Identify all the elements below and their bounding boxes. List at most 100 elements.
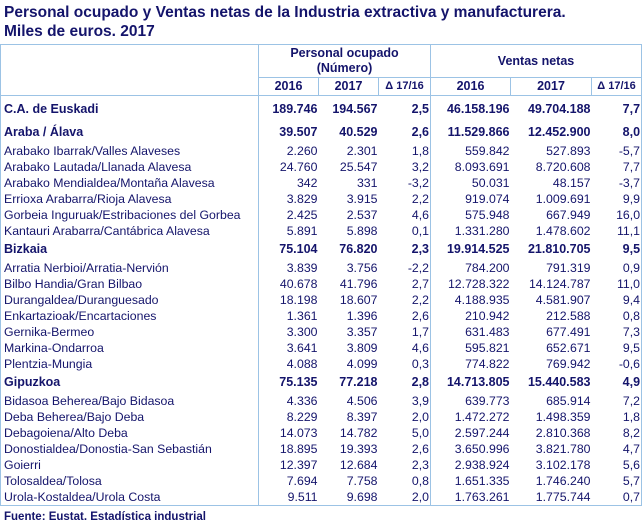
cell-p2016: 12.397 [279,458,318,472]
row-label: Gipuzkoa [0,372,259,393]
table-row: Markina-Ondarroa 3.641 3.809 4,6 595.821 652.… [0,340,642,356]
cell-vd: 7,3 [622,325,641,339]
table-row: Arabako Mendialdea/Montaña Alavesa 342 331… [0,175,642,191]
table-row: Donostialdea/Donostia-San Sebastián 18.89… [0,441,642,457]
group-row: Bizkaia 75.104 76.820 2,3 19.914.525 21.810.7… [0,239,642,260]
title-line-1: Personal ocupado y Ventas netas de la In… [4,4,566,21]
table-row: Bilbo Handia/Gran Bilbao 40.678 41.796 2,7 1… [0,276,642,292]
cell-vd: 7,2 [622,394,641,408]
cell-vd: -3,7 [618,176,641,190]
cell-p2017: 1.396 [346,309,378,323]
row-label: Bilbo Handia/Gran Bilbao [0,276,259,292]
header-personal-label: Personal ocupado [290,46,399,60]
cell-v2016: 1.763.261 [454,490,510,504]
cell-v2017: 2.810.368 [535,426,591,440]
cell-p2017: 25.547 [339,160,378,174]
row-label: Plentzia-Mungia [0,356,259,372]
header-v2016: 2016 [430,77,512,96]
cell-vd: 8,2 [622,426,641,440]
row-label: C.A. de Euskadi [0,95,259,122]
row-label: Bizkaia [0,239,259,260]
cell-p2017: 77.218 [339,375,378,389]
cell-p2017: 3.809 [346,341,378,355]
cell-p2016: 189.746 [272,102,318,116]
cell-v2017: 1.746.240 [535,474,591,488]
table-row: Gorbeia Inguruak/Estribaciones del Gorbe… [0,207,642,223]
row-label: Arratia Nerbioi/Arratia-Nervión [0,260,259,276]
cell-p2016: 40.678 [279,277,318,291]
cell-p2017: 194.567 [332,102,378,116]
table-row: Tolosaldea/Tolosa 7.694 7.758 0,8 1.651.335 1… [0,473,642,489]
cell-p2016: 5.891 [286,224,318,238]
table-row: Goierri 12.397 12.684 2,3 2.938.924 3.102.178… [0,457,642,473]
table-row: Errioxa Arabarra/Rioja Alavesa 3.829 3.915… [0,191,642,207]
cell-vd: 7,7 [622,102,641,116]
title-line-2: Miles de euros. 2017 [4,23,155,40]
cell-p2016: 75.104 [279,242,318,256]
cell-p2017: 40.529 [339,125,378,139]
cell-pd: -3,2 [378,175,432,191]
cell-v2017: 3.102.178 [535,458,591,472]
header-personal-unit: (Número) [316,61,373,75]
cell-p2016: 39.507 [279,125,318,139]
cell-v2017: 1.478.602 [535,224,591,238]
cell-v2016: 210.942 [465,309,510,323]
cell-pd: 2,6 [378,441,432,457]
cell-vd: 7,7 [622,160,641,174]
row-label: Kantauri Arabarra/Cantábrica Alavesa [0,223,259,239]
group-row: Araba / Álava 39.507 40.529 2,6 11.529.866 12… [0,122,642,143]
cell-pd: 1,7 [378,324,432,340]
cell-vd: 9,9 [622,192,641,206]
cell-vd: 9,4 [622,293,641,307]
cell-p2017: 2.537 [346,208,378,222]
cell-p2016: 14.073 [279,426,318,440]
cell-v2016: 639.773 [465,394,510,408]
cell-v2016: 559.842 [465,144,510,158]
cell-p2016: 3.829 [286,192,318,206]
cell-vd: 5,6 [622,458,641,472]
table-row: Enkartazioak/Encartaciones 1.361 1.396 2,6 2… [0,308,642,324]
cell-p2016: 342 [296,176,318,190]
cell-vd: 1,8 [622,410,641,424]
cell-v2016: 774.822 [465,357,510,371]
cell-pd: 2,5 [378,95,432,122]
cell-p2017: 3.756 [346,261,378,275]
table-row: Arabako Lautada/Llanada Alavesa 24.760 25.… [0,159,642,175]
cell-p2016: 1.361 [286,309,318,323]
header-personal: Personal ocupado (Número) [257,44,432,78]
cell-v2016: 4.188.935 [454,293,510,307]
cell-v2016: 3.650.996 [454,442,510,456]
cell-vd: 5,7 [622,474,641,488]
cell-pd: 2,2 [378,191,432,207]
cell-v2016: 1.651.335 [454,474,510,488]
cell-pd: 4,6 [378,207,432,223]
cell-vd: 11,1 [617,224,641,238]
cell-v2016: 919.074 [465,192,510,206]
cell-p2017: 18.607 [339,293,378,307]
row-label: Enkartazioak/Encartaciones [0,308,259,324]
table-row: Kantauri Arabarra/Cantábrica Alavesa 5.89… [0,223,642,239]
cell-v2017: 652.671 [546,341,591,355]
row-label: Tolosaldea/Tolosa [0,473,259,489]
row-label: Errioxa Arabarra/Rioja Alavesa [0,191,259,207]
header-v2017: 2017 [510,77,593,96]
cell-p2017: 3.915 [346,192,378,206]
cell-v2016: 14.713.805 [446,375,510,389]
source-note: Fuente: Eustat. Estadística industrial [4,511,206,523]
row-label: Deba Beherea/Bajo Deba [0,409,259,425]
table-row: Durangaldea/Duranguesado 18.198 18.607 2,2 4… [0,292,642,308]
cell-p2017: 331 [356,176,378,190]
cell-v2017: 21.810.705 [527,242,591,256]
cell-pd: 2,0 [378,489,432,506]
cell-v2017: 527.893 [546,144,591,158]
cell-v2017: 1.775.744 [535,490,591,504]
cell-p2016: 4.336 [286,394,318,408]
group-row: Gipuzkoa 75.135 77.218 2,8 14.713.805 15.440.… [0,372,642,393]
cell-p2016: 18.895 [279,442,318,456]
table-row: Arabako Ibarrak/Valles Alaveses 2.260 2.30… [0,143,642,159]
row-label: Gorbeia Inguruak/Estribaciones del Gorbe… [0,207,259,223]
cell-v2017: 8.720.608 [535,160,591,174]
cell-p2017: 5.898 [346,224,378,238]
cell-v2017: 48.157 [552,176,591,190]
cell-pd: 0,8 [378,473,432,489]
